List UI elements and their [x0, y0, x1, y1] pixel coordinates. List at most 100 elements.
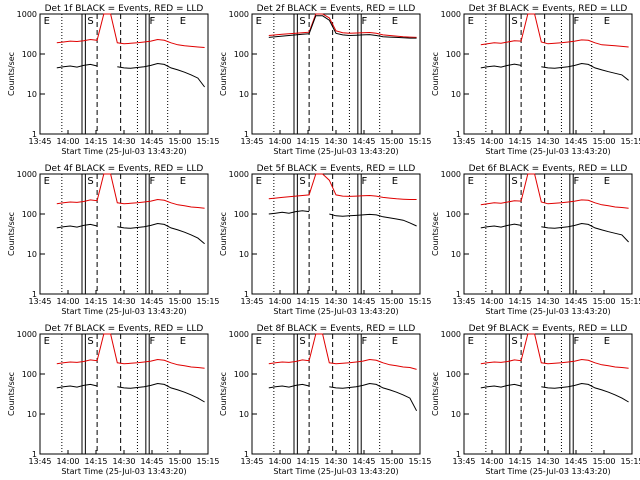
y-tick-label: 1000	[17, 330, 37, 339]
plot-frame	[251, 333, 421, 455]
y-tick-label: 10	[451, 250, 461, 259]
y-tick-label: 1000	[229, 10, 249, 19]
y-tick-label: 100	[446, 370, 461, 379]
y-tick-label: 1000	[17, 10, 37, 19]
y-tick-label: 100	[22, 210, 37, 219]
x-axis-label: Start Time (25-Jul-03 13:43:20)	[61, 147, 186, 156]
interval-marker-label: F	[574, 16, 580, 27]
interval-marker-label: F	[574, 176, 580, 187]
red-series-line	[480, 173, 629, 209]
x-axis-label: Start Time (25-Jul-03 13:43:20)	[273, 147, 398, 156]
x-tick-label: 14:00	[480, 457, 503, 466]
interval-marker-label: E	[392, 336, 398, 347]
x-axis-label: Start Time (25-Jul-03 13:43:20)	[273, 467, 398, 476]
x-tick-label: 13:45	[240, 137, 263, 146]
y-tick-label: 100	[446, 50, 461, 59]
interval-marker-label: S	[511, 176, 517, 187]
y-tick-label: 100	[234, 210, 249, 219]
plot-frame	[251, 173, 421, 295]
x-tick-label: 14:45	[564, 297, 587, 306]
plot-frame	[463, 173, 633, 295]
panel-title: Det 8f BLACK = Events, RED = LLD	[257, 324, 416, 334]
x-axis-label: Start Time (25-Jul-03 13:43:20)	[485, 147, 610, 156]
y-tick-label: 100	[446, 210, 461, 219]
y-axis-label: Counts/sec	[7, 212, 16, 256]
panel-title: Det 9f BLACK = Events, RED = LLD	[469, 324, 628, 334]
x-tick-label: 14:30	[112, 457, 135, 466]
y-tick-label: 1	[244, 450, 249, 459]
x-tick-label: 15:00	[380, 457, 403, 466]
y-axis-label: Counts/sec	[431, 52, 440, 96]
x-axis-label: Start Time (25-Jul-03 13:43:20)	[485, 467, 610, 476]
y-axis-label: Counts/sec	[219, 372, 228, 416]
y-tick-label: 1	[32, 450, 37, 459]
panel-title: Det 4f BLACK = Events, RED = LLD	[45, 164, 204, 174]
x-tick-label: 14:45	[564, 457, 587, 466]
x-tick-label: 14:00	[268, 137, 291, 146]
y-tick-label: 10	[239, 410, 249, 419]
panel-title: Det 7f BLACK = Events, RED = LLD	[45, 324, 204, 334]
interval-marker-label: F	[362, 16, 368, 27]
interval-marker-label: S	[87, 16, 93, 27]
x-tick-label: 13:45	[28, 137, 51, 146]
y-axis-label: Counts/sec	[7, 52, 16, 96]
x-tick-label: 14:30	[536, 457, 559, 466]
black-series-line	[480, 382, 629, 403]
x-tick-label: 14:00	[56, 457, 79, 466]
x-tick-label: 13:45	[240, 297, 263, 306]
panel-2: Det 2f BLACK = Events, RED = LLD 1 10 100 10…	[219, 4, 432, 156]
x-tick-label: 15:15	[408, 137, 431, 146]
panel-title: Det 1f BLACK = Events, RED = LLD	[45, 4, 204, 14]
plot-frame	[463, 333, 633, 455]
y-tick-label: 10	[27, 410, 37, 419]
x-tick-label: 15:15	[620, 457, 640, 466]
x-tick-label: 14:15	[508, 297, 531, 306]
y-tick-label: 10	[239, 250, 249, 259]
interval-marker-label: E	[44, 336, 50, 347]
x-tick-label: 14:45	[140, 457, 163, 466]
interval-marker-label: E	[468, 336, 474, 347]
x-tick-label: 13:45	[452, 457, 475, 466]
x-tick-label: 15:15	[196, 297, 219, 306]
x-tick-label: 13:45	[240, 457, 263, 466]
black-series-line	[56, 62, 205, 88]
plot-frame	[463, 13, 633, 135]
panel-5: Det 5f BLACK = Events, RED = LLD 1 10 100 10…	[219, 164, 432, 316]
y-tick-label: 10	[451, 90, 461, 99]
red-series-line	[56, 173, 205, 209]
interval-marker-label: E	[392, 176, 398, 187]
interval-marker-label: F	[150, 336, 156, 347]
x-tick-label: 15:00	[592, 297, 615, 306]
y-tick-label: 1000	[441, 330, 461, 339]
interval-marker-label: E	[44, 176, 50, 187]
x-tick-label: 14:30	[112, 297, 135, 306]
x-tick-label: 13:45	[452, 137, 475, 146]
x-axis-label: Start Time (25-Jul-03 13:43:20)	[273, 307, 398, 316]
y-axis-label: Counts/sec	[219, 52, 228, 96]
x-tick-label: 13:45	[28, 297, 51, 306]
x-axis-label: Start Time (25-Jul-03 13:43:20)	[61, 307, 186, 316]
x-tick-label: 14:30	[536, 137, 559, 146]
black-series-line	[56, 222, 205, 245]
x-tick-label: 15:15	[620, 137, 640, 146]
x-tick-label: 14:30	[112, 137, 135, 146]
x-tick-label: 15:00	[168, 137, 191, 146]
red-series-line	[56, 13, 205, 48]
red-series-line	[268, 173, 417, 200]
black-series-line	[268, 15, 417, 39]
x-tick-label: 13:45	[28, 457, 51, 466]
x-tick-label: 14:15	[84, 137, 107, 146]
x-tick-label: 15:15	[408, 457, 431, 466]
interval-marker-label: F	[150, 16, 156, 27]
x-axis-label: Start Time (25-Jul-03 13:43:20)	[485, 307, 610, 316]
x-tick-label: 15:15	[620, 297, 640, 306]
x-tick-label: 15:00	[380, 297, 403, 306]
interval-marker-label: E	[604, 16, 610, 27]
y-tick-label: 1	[244, 290, 249, 299]
interval-marker-label: E	[604, 176, 610, 187]
x-tick-label: 14:30	[324, 137, 347, 146]
y-tick-label: 10	[451, 410, 461, 419]
x-tick-label: 14:15	[508, 457, 531, 466]
interval-marker-label: E	[256, 16, 262, 27]
panel-title: Det 2f BLACK = Events, RED = LLD	[257, 4, 416, 14]
